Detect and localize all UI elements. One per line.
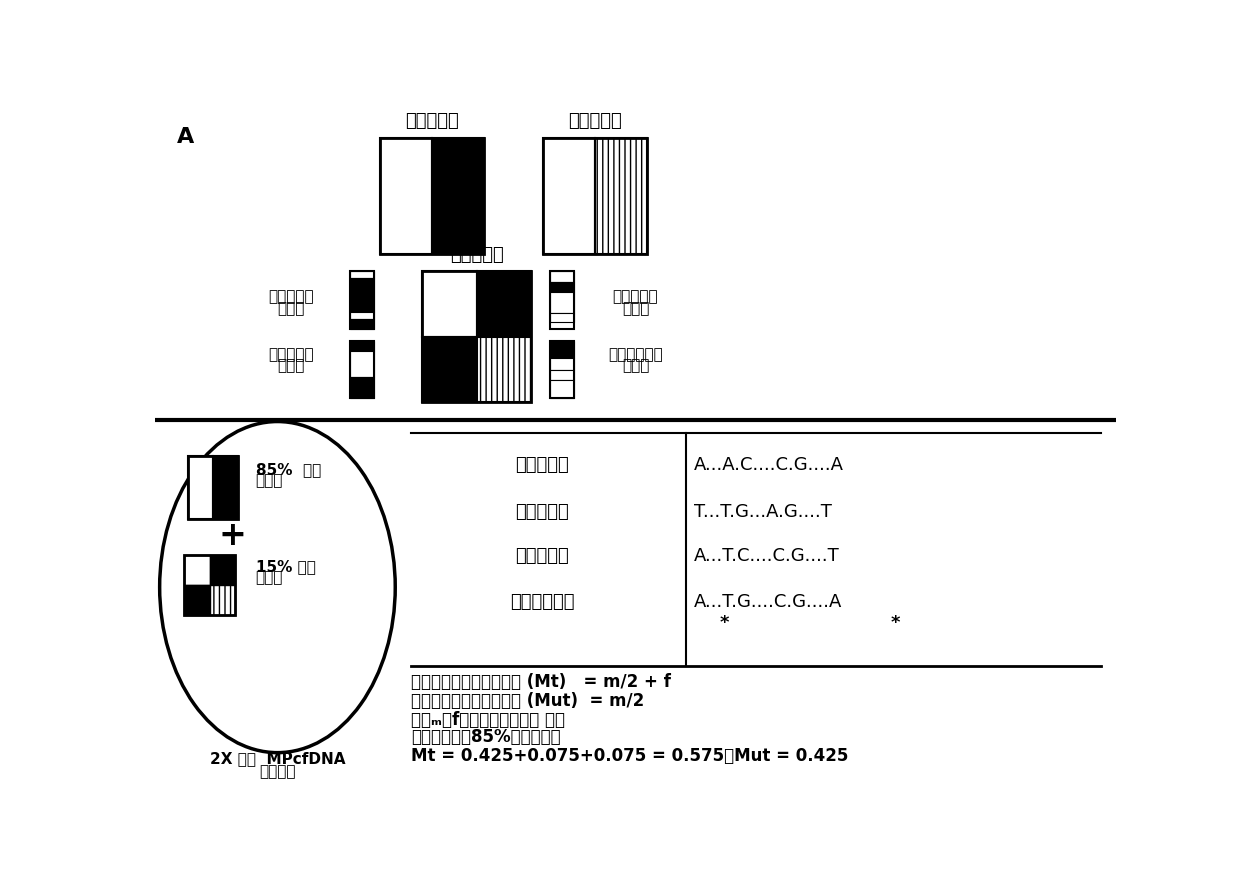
Text: A...T.G....C.G....A: A...T.G....C.G....A [693, 594, 842, 611]
Bar [551, 370, 573, 380]
Text: A...A.C....C.G....A: A...A.C....C.G....A [693, 456, 843, 475]
Bar [476, 337, 531, 402]
Bar [595, 138, 647, 254]
Bar [551, 340, 573, 358]
Text: 母未传递的等位基因分数 (Mut)  = m/2: 母未传递的等位基因分数 (Mut) = m/2 [410, 692, 644, 710]
Text: +: + [218, 519, 247, 552]
Bar [379, 138, 485, 254]
Bar [551, 358, 573, 370]
Bar [551, 292, 573, 313]
Bar [187, 456, 238, 519]
Text: 母本传递的等位基因分数 (Mt)   = m/2 + f: 母本传递的等位基因分数 (Mt) = m/2 + f [410, 673, 671, 691]
Bar [423, 272, 531, 402]
Bar [351, 312, 373, 318]
Text: 父本传递的: 父本传递的 [613, 289, 658, 304]
Text: 父本未传递的: 父本未传递的 [608, 347, 663, 362]
Bar [551, 272, 573, 329]
Text: 单倍型: 单倍型 [621, 301, 650, 316]
Bar [210, 555, 234, 585]
Text: 母本传递的: 母本传递的 [268, 289, 314, 304]
Text: 15% 子子: 15% 子子 [255, 559, 316, 574]
Text: 单倍型: 单倍型 [277, 359, 304, 374]
Bar [551, 313, 573, 322]
Text: 测序深度: 测序深度 [259, 765, 295, 780]
Bar [351, 351, 373, 377]
Bar [351, 340, 373, 351]
Text: T...T.G...A.G....T: T...T.G...A.G....T [693, 503, 832, 520]
Bar [551, 272, 573, 281]
Bar [551, 281, 573, 292]
Bar [551, 380, 573, 399]
Bar [351, 272, 373, 329]
Text: 母未传递的: 母未传递的 [268, 347, 314, 362]
Text: 其中ₘ和f分别是母本和胎儿 内容: 其中ₘ和f分别是母本和胎儿 内容 [410, 711, 564, 729]
Text: A...T.C....C.G....T: A...T.C....C.G....T [693, 548, 839, 565]
Bar [351, 340, 373, 399]
Bar [351, 272, 373, 279]
Text: 母本传递的: 母本传递的 [516, 456, 569, 475]
Text: 母本基因组: 母本基因组 [405, 113, 459, 131]
Bar [213, 456, 238, 519]
Text: 85%  母本: 85% 母本 [255, 462, 321, 477]
Text: Mt = 0.425+0.075+0.075 = 0.575和Mut = 0.425: Mt = 0.425+0.075+0.075 = 0.575和Mut = 0.4… [410, 747, 848, 766]
Bar [351, 279, 373, 312]
Text: 父本未传递的: 父本未传递的 [510, 594, 575, 611]
Text: A: A [176, 127, 193, 147]
Bar [543, 138, 595, 254]
Text: 子子基因组: 子子基因组 [450, 246, 503, 264]
Bar [210, 585, 234, 615]
Bar [187, 456, 213, 519]
Text: 单倍型: 单倍型 [277, 301, 304, 316]
Bar [185, 585, 210, 615]
Bar [543, 138, 647, 254]
Text: *: * [720, 614, 729, 632]
Text: *: * [890, 614, 900, 632]
Text: 母未传递的: 母未传递的 [516, 503, 569, 520]
Bar [351, 377, 373, 399]
Bar [379, 138, 432, 254]
Text: 2X 模拟  MPcfDNA: 2X 模拟 MPcfDNA [210, 751, 345, 766]
Text: 基因组: 基因组 [255, 571, 283, 586]
Text: 基因组: 基因组 [255, 474, 283, 489]
Bar [432, 138, 485, 254]
Bar [185, 555, 234, 615]
Bar [423, 272, 476, 337]
Text: 在血浆中具朖85%母本基因组: 在血浆中具朖85%母本基因组 [410, 729, 560, 746]
Bar [351, 318, 373, 329]
Bar [476, 272, 531, 337]
Text: 父本传递的: 父本传递的 [516, 548, 569, 565]
Bar [423, 337, 476, 402]
Bar [185, 555, 210, 585]
Bar [551, 340, 573, 399]
Text: 单倍型: 单倍型 [621, 359, 650, 374]
Text: 父本基因组: 父本基因组 [568, 113, 621, 131]
